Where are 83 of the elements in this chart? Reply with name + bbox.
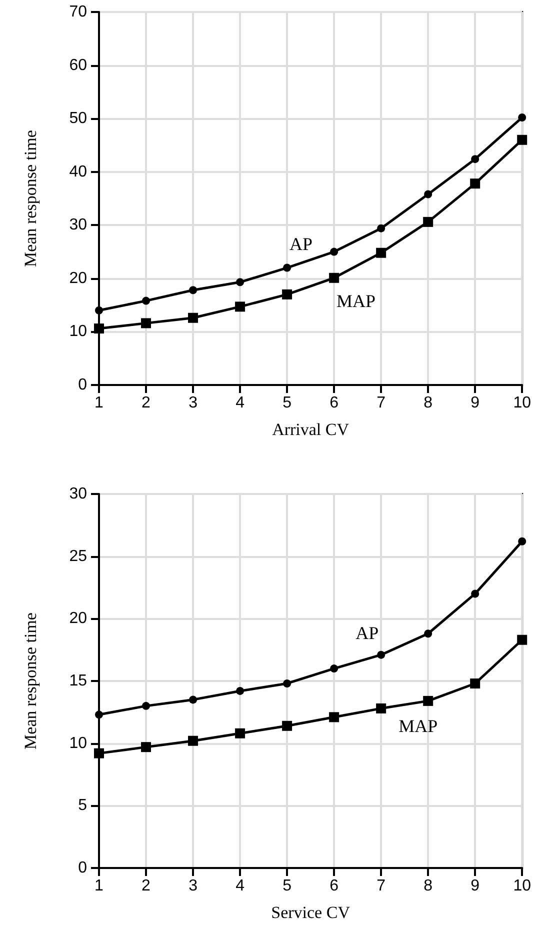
point xyxy=(141,318,152,328)
x-tick-label: 4 xyxy=(236,878,245,894)
x-tick-label: 9 xyxy=(470,878,480,894)
point xyxy=(517,134,528,145)
point xyxy=(518,537,526,546)
point xyxy=(376,248,386,258)
x-tick-label: 6 xyxy=(330,394,339,412)
point xyxy=(142,296,150,305)
y-tick-label: 10 xyxy=(69,734,88,752)
series-label: AP xyxy=(290,234,313,254)
point xyxy=(235,728,246,738)
y-axis-title: Mean response time xyxy=(21,130,40,267)
point xyxy=(330,248,338,256)
y-tick-label: 50 xyxy=(69,110,88,128)
point xyxy=(94,324,104,334)
point xyxy=(518,114,526,122)
y-tick-label: 20 xyxy=(69,270,88,287)
y-tick-label: 20 xyxy=(69,610,88,628)
point xyxy=(282,289,292,300)
x-tick-label: 1 xyxy=(94,394,104,412)
point xyxy=(329,712,340,722)
point xyxy=(283,264,292,272)
y-tick-label: 30 xyxy=(69,216,88,234)
point xyxy=(329,272,340,283)
y-tick-label: 70 xyxy=(69,4,88,20)
x-tick-label: 6 xyxy=(330,878,339,894)
point xyxy=(517,634,528,645)
y-tick-label: 60 xyxy=(69,56,88,74)
point xyxy=(424,190,432,198)
point xyxy=(470,678,480,688)
point xyxy=(424,630,432,638)
x-tick-label: 7 xyxy=(376,878,386,894)
point xyxy=(141,742,152,752)
x-tick-label: 8 xyxy=(424,394,433,412)
point xyxy=(330,664,338,673)
point xyxy=(142,702,150,710)
x-tick-label: 10 xyxy=(513,394,532,412)
point xyxy=(95,306,103,314)
y-tick-label: 30 xyxy=(69,486,88,502)
series-label: MAP xyxy=(398,716,438,736)
x-tick-label: 2 xyxy=(142,394,151,412)
x-axis-title: Arrival CV xyxy=(272,420,350,439)
point xyxy=(282,720,292,731)
x-tick-label: 4 xyxy=(236,394,245,412)
point xyxy=(471,155,480,164)
x-tick-label: 7 xyxy=(376,394,386,412)
point xyxy=(283,679,292,688)
series-label: MAP xyxy=(336,290,376,311)
point xyxy=(236,278,244,286)
point xyxy=(376,703,386,714)
series-label: AP xyxy=(356,622,379,643)
point xyxy=(188,312,198,323)
x-tick-label: 8 xyxy=(424,878,433,894)
point xyxy=(95,710,103,719)
y-tick-label: 5 xyxy=(78,797,88,814)
y-tick-label: 25 xyxy=(69,548,88,565)
y-axis-title: Mean response time xyxy=(21,612,40,750)
x-tick-label: 9 xyxy=(470,394,480,412)
y-tick-label: 10 xyxy=(69,323,88,340)
point xyxy=(188,736,198,746)
point xyxy=(189,286,198,294)
x-tick-label: 5 xyxy=(282,878,292,894)
point xyxy=(470,178,480,189)
y-tick-label: 0 xyxy=(78,860,88,876)
point xyxy=(377,224,386,232)
point xyxy=(423,216,434,227)
y-tick-label: 15 xyxy=(69,672,88,690)
point xyxy=(423,696,434,706)
x-tick-label: 5 xyxy=(282,394,292,412)
y-tick-label: 40 xyxy=(69,163,88,180)
x-tick-label: 10 xyxy=(513,878,532,894)
x-tick-label: 1 xyxy=(94,878,104,894)
x-tick-label: 2 xyxy=(142,878,151,894)
point xyxy=(235,302,246,312)
point xyxy=(471,590,480,598)
y-tick-label: 0 xyxy=(78,376,88,394)
point xyxy=(377,650,386,659)
point xyxy=(94,748,104,758)
x-axis-title: Service CV xyxy=(271,903,351,922)
x-tick-label: 3 xyxy=(188,394,198,412)
point xyxy=(189,696,198,704)
x-tick-label: 3 xyxy=(188,878,198,894)
point xyxy=(236,686,244,695)
